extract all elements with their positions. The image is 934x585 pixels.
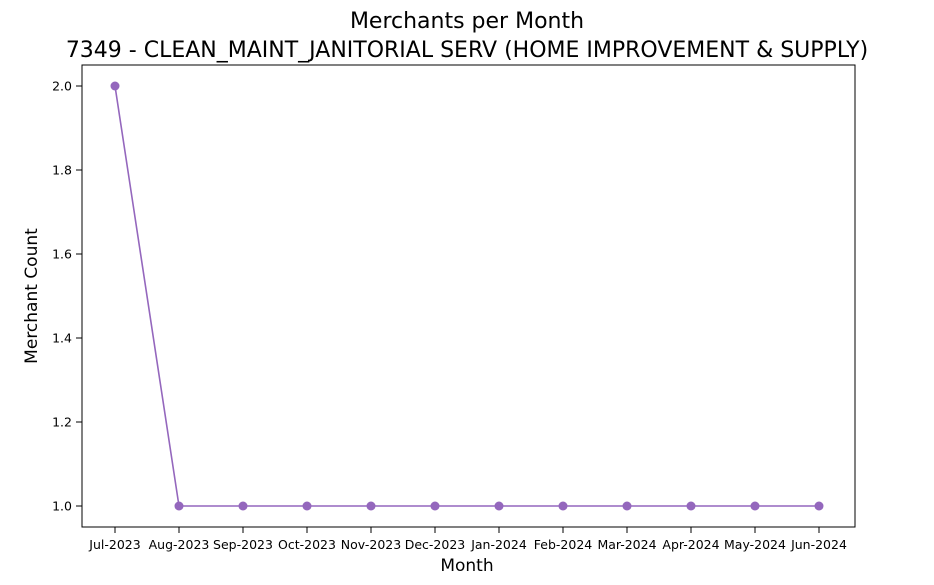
x-tick-label: Jul-2023 bbox=[88, 537, 140, 552]
y-axis-label: Merchant Count bbox=[22, 228, 42, 364]
series-group bbox=[110, 81, 824, 511]
x-tick-label: Oct-2023 bbox=[278, 537, 336, 552]
series-line bbox=[114, 85, 819, 507]
x-axis-label: Month bbox=[440, 556, 493, 576]
chart-subtitle: 7349 - CLEAN_MAINT_JANITORIAL SERV (HOME… bbox=[66, 38, 868, 63]
x-tick-label: Apr-2024 bbox=[662, 537, 719, 552]
x-tick-label: Mar-2024 bbox=[597, 537, 656, 552]
x-tick-label: May-2024 bbox=[724, 537, 786, 552]
x-tick-label: Sep-2023 bbox=[213, 537, 273, 552]
y-tick-label: 1.0 bbox=[52, 499, 72, 514]
plot-area bbox=[81, 64, 856, 528]
x-tick-label: Jan-2024 bbox=[470, 537, 527, 552]
x-tick-label: Dec-2023 bbox=[405, 537, 466, 552]
data-point bbox=[750, 501, 760, 511]
y-tick-label: 1.4 bbox=[52, 331, 72, 346]
y-tick-label: 1.6 bbox=[52, 247, 72, 262]
y-axis-ticks: 1.0 1.2 1.4 1.6 1.8 2.0 bbox=[52, 79, 82, 514]
chart-title: Merchants per Month bbox=[350, 9, 584, 34]
data-point bbox=[814, 501, 824, 511]
data-point bbox=[238, 501, 248, 511]
x-tick-label: Aug-2023 bbox=[149, 537, 210, 552]
data-point bbox=[430, 501, 440, 511]
y-tick-label: 1.2 bbox=[52, 415, 72, 430]
x-tick-label: Jun-2024 bbox=[790, 537, 847, 552]
data-point bbox=[622, 501, 632, 511]
y-tick-label: 2.0 bbox=[52, 79, 72, 94]
data-point bbox=[686, 501, 696, 511]
x-tick-label: Nov-2023 bbox=[341, 537, 401, 552]
x-tick-label: Feb-2024 bbox=[534, 537, 593, 552]
y-tick-label: 1.8 bbox=[52, 163, 72, 178]
x-axis-ticks: Jul-2023 Aug-2023 Sep-2023 Oct-2023 Nov-2023… bbox=[88, 527, 847, 552]
data-point bbox=[494, 501, 504, 511]
data-point bbox=[174, 501, 184, 511]
data-point bbox=[558, 501, 568, 511]
data-point bbox=[110, 81, 120, 91]
data-point bbox=[302, 501, 312, 511]
data-point bbox=[366, 501, 376, 511]
